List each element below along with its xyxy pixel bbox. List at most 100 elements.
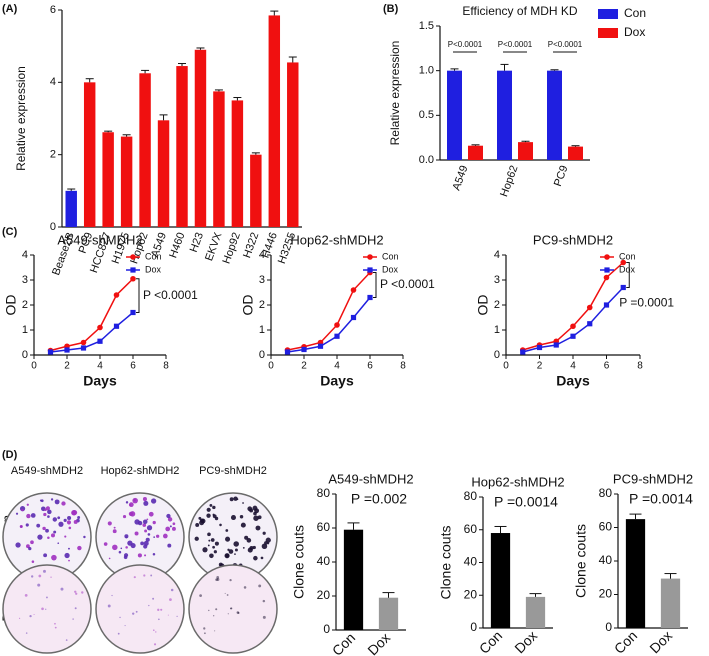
colony	[66, 520, 72, 525]
colony	[155, 631, 157, 633]
colony	[29, 615, 32, 618]
colony	[170, 588, 174, 592]
x-tick-label: 0	[503, 361, 509, 372]
colony	[199, 594, 202, 598]
colony	[219, 523, 222, 527]
colony	[257, 515, 262, 520]
line	[522, 286, 624, 353]
x-tick-label: 2	[537, 361, 543, 372]
colony	[64, 535, 67, 538]
chart-title: Hop62-shMDH2	[471, 474, 564, 489]
colony	[31, 560, 35, 563]
colony	[129, 511, 136, 517]
y-tick-label: 0.5	[419, 109, 434, 121]
bar	[343, 529, 364, 630]
y-tick-label: 3	[22, 274, 28, 286]
marker	[130, 309, 136, 316]
marker	[553, 342, 559, 348]
bar	[497, 70, 512, 160]
colony	[246, 538, 252, 543]
colony	[143, 500, 149, 506]
marker	[97, 338, 103, 344]
panel-label: (D)	[2, 449, 18, 461]
colony	[52, 517, 58, 522]
colony	[26, 513, 31, 519]
error-bar	[629, 513, 642, 520]
colony	[212, 514, 217, 519]
colony	[45, 608, 47, 610]
marker	[80, 339, 87, 346]
marker	[587, 321, 593, 327]
bar	[65, 190, 77, 227]
colony	[226, 594, 229, 596]
colony	[107, 521, 112, 526]
x-tick-label: Dox	[646, 627, 675, 656]
colony	[252, 505, 258, 511]
colony	[167, 517, 173, 522]
marker	[350, 314, 357, 321]
chart-title: A549-shMDH2	[57, 232, 142, 247]
colony	[30, 513, 36, 518]
colony	[137, 553, 142, 558]
legend-swatch	[598, 9, 618, 19]
colony	[31, 575, 34, 578]
bar	[268, 15, 281, 227]
error-bar	[104, 130, 113, 133]
chart-title: Efficiency of MDH KD	[462, 4, 577, 18]
error-bar	[494, 525, 507, 534]
bar	[525, 596, 546, 628]
colony	[118, 550, 122, 554]
colony	[129, 504, 132, 507]
line	[50, 311, 134, 353]
colony	[65, 639, 68, 641]
colony	[71, 510, 77, 516]
colony	[255, 525, 261, 531]
colony	[152, 552, 156, 556]
colony	[25, 632, 28, 634]
colony	[26, 544, 30, 549]
y-tick-label: 1.0	[419, 65, 434, 77]
bar	[547, 70, 562, 160]
colony	[262, 599, 266, 603]
colony	[77, 516, 81, 519]
legend-marker	[604, 267, 610, 273]
colony	[208, 539, 211, 542]
plate-column-label: Hop62-shMDH2	[101, 465, 180, 477]
legend-label: Dox	[619, 264, 636, 274]
colony	[153, 629, 155, 632]
error-bar	[382, 592, 395, 598]
bar	[250, 154, 262, 227]
colony	[212, 505, 216, 510]
line	[287, 297, 371, 353]
y-tick-label: 4	[50, 76, 56, 88]
colony	[143, 574, 146, 577]
x-axis-label: Days	[83, 373, 117, 389]
colony	[171, 526, 176, 531]
annotation: P<0.0001	[498, 40, 533, 49]
legend-label: Dox	[624, 25, 645, 39]
x-tick-label: 2	[64, 361, 70, 372]
error-bar	[450, 68, 459, 71]
y-tick-label: 0	[605, 620, 612, 634]
marker	[536, 344, 543, 351]
colony	[63, 518, 67, 523]
x-tick-label: A549	[450, 164, 470, 192]
panel-label: (C)	[2, 226, 18, 238]
bar	[447, 70, 462, 160]
colony	[111, 594, 113, 597]
colony	[43, 569, 46, 573]
colony	[74, 607, 77, 610]
x-tick-label: H23	[188, 231, 206, 254]
colony	[261, 543, 268, 550]
y-axis-label: Clone couts	[438, 526, 454, 600]
legend-marker	[130, 254, 136, 260]
legend-marker	[130, 267, 136, 273]
bar	[231, 100, 244, 227]
x-tick-label: 6	[130, 361, 136, 372]
significance-bracket	[373, 272, 377, 298]
colony	[210, 538, 215, 542]
colony	[54, 499, 60, 505]
x-tick-label: 6	[367, 361, 373, 372]
